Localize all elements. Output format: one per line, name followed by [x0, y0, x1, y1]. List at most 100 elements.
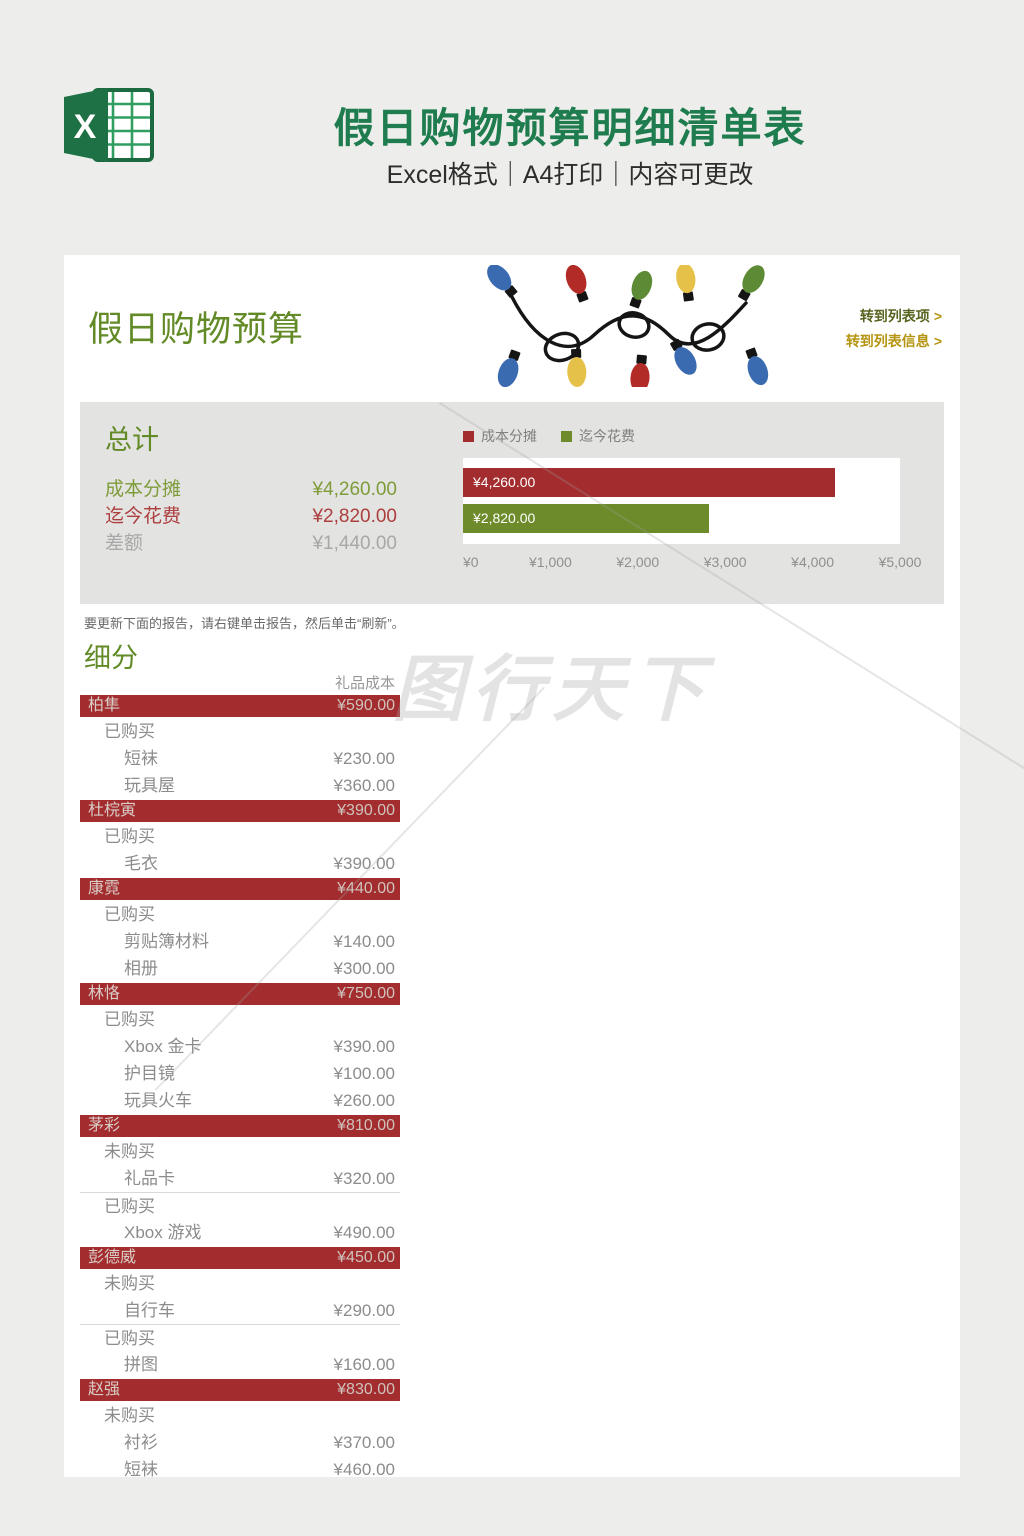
blue-bulb-icon: [497, 349, 521, 387]
legend-label: 成本分摊: [481, 428, 537, 444]
breakdown-heading: 细分: [84, 643, 138, 673]
header-links: 转到列表项 > 转到列表信息 >: [846, 304, 942, 354]
item-row[interactable]: 自行车 ¥290.00: [80, 1297, 400, 1324]
item-name: 衬衫: [124, 1433, 158, 1452]
person-name: 柏隼: [88, 697, 121, 714]
item-name: 玩具屋: [124, 776, 175, 795]
worksheet-title: 假日购物预算: [88, 310, 305, 349]
item-cost: ¥370.00: [333, 1433, 395, 1452]
status-row[interactable]: 已购买: [104, 1010, 155, 1029]
goto-list-info-label: 转到列表信息: [845, 333, 930, 349]
item-row[interactable]: 相册 ¥300.00: [80, 955, 400, 982]
item-name: 礼品卡: [124, 1169, 175, 1188]
person-row[interactable]: 柏隼 ¥590.00: [80, 695, 400, 717]
person-name: 赵强: [88, 1381, 121, 1398]
item-cost: ¥100.00: [333, 1064, 395, 1083]
person-total: ¥830.00: [337, 1381, 395, 1398]
item-row[interactable]: 护目镜 ¥100.00: [80, 1060, 400, 1087]
person-row[interactable]: 林恪 ¥750.00: [80, 983, 400, 1005]
stat-label: 差额: [105, 533, 144, 554]
item-cost: ¥490.00: [333, 1223, 395, 1242]
page-subtitle: Excel格式｜A4打印｜内容可更改: [386, 161, 754, 189]
red-bulb-icon: [565, 265, 589, 303]
status-row[interactable]: 已购买: [104, 827, 155, 846]
item-name: 拼图: [124, 1355, 158, 1374]
status-row[interactable]: 未购买: [104, 1274, 155, 1293]
person-name: 林恪: [88, 985, 121, 1002]
person-row[interactable]: 康霓 ¥440.00: [80, 878, 400, 900]
item-row[interactable]: 毛衣 ¥390.00: [80, 850, 400, 877]
legend-item: 成本分摊: [463, 428, 537, 444]
goto-list-info-link[interactable]: 转到列表信息 >: [846, 329, 942, 354]
item-row[interactable]: 玩具屋 ¥360.00: [80, 772, 400, 799]
blue-bulb-icon: [487, 265, 518, 298]
person-total: ¥440.00: [337, 880, 395, 897]
green-bulb-icon: [629, 270, 653, 309]
person-row[interactable]: 彭德威 ¥450.00: [80, 1247, 400, 1269]
legend-item: 迄今花费: [561, 428, 635, 444]
item-name: 相册: [124, 959, 158, 978]
goto-list-items-label: 转到列表项: [859, 308, 930, 324]
christmas-lights-illustration: [487, 265, 769, 387]
person-total: ¥450.00: [337, 1249, 395, 1266]
item-name: 短袜: [124, 749, 158, 768]
person-total: ¥390.00: [337, 802, 395, 819]
stat-row: 差额 ¥1,440.00: [105, 530, 397, 557]
axis-tick-label: ¥2,000: [616, 554, 660, 570]
stat-row: 成本分摊 ¥4,260.00: [105, 476, 397, 503]
person-row[interactable]: 赵强 ¥830.00: [80, 1379, 400, 1401]
item-cost: ¥300.00: [333, 959, 395, 978]
item-row[interactable]: Xbox 游戏 ¥490.00: [80, 1219, 400, 1246]
chevron-right-icon: >: [933, 308, 942, 324]
person-row[interactable]: 杜梡寅 ¥390.00: [80, 800, 400, 822]
status-row[interactable]: 已购买: [80, 1192, 400, 1219]
status-row[interactable]: 已购买: [104, 905, 155, 924]
legend-swatch: [561, 430, 572, 442]
stat-value: ¥4,260.00: [312, 479, 397, 500]
stat-value: ¥1,440.00: [312, 533, 397, 554]
item-name: 自行车: [124, 1301, 175, 1320]
summary-stats: 成本分摊 ¥4,260.00 迄今花费 ¥2,820.00 差额 ¥1,440.00: [105, 476, 397, 557]
bar-value-label: ¥4,260.00: [473, 474, 536, 490]
item-row[interactable]: 短袜 ¥230.00: [80, 745, 400, 772]
item-row[interactable]: 礼品卡 ¥320.00: [80, 1165, 400, 1192]
item-cost: ¥140.00: [333, 932, 395, 951]
stat-row: 迄今花费 ¥2,820.00: [105, 503, 397, 530]
chart-plot-area: ¥4,260.00 ¥2,820.00: [463, 458, 900, 544]
goto-list-items-link[interactable]: 转到列表项 >: [846, 304, 942, 329]
item-cost: ¥320.00: [333, 1169, 395, 1188]
item-row[interactable]: 剪贴簿材料 ¥140.00: [80, 928, 400, 955]
person-total: ¥750.00: [337, 985, 395, 1002]
bar-value-label: ¥2,820.00: [473, 510, 536, 526]
gift-cost-column-header: 礼品成本: [334, 675, 395, 692]
item-row[interactable]: 衬衫 ¥370.00: [80, 1429, 400, 1456]
status-row[interactable]: 未购买: [104, 1142, 155, 1161]
person-name: 杜梡寅: [88, 802, 137, 819]
breakdown-table: 柏隼 ¥590.00 已购买 短袜 ¥230.00 玩具屋 ¥360.00 杜梡寅 ¥390.0…: [80, 694, 400, 1477]
yellow-bulb-icon: [676, 265, 696, 302]
status-row[interactable]: 已购买: [80, 1324, 400, 1351]
item-name: 毛衣: [124, 854, 158, 873]
stat-value: ¥2,820.00: [312, 506, 397, 527]
item-cost: ¥390.00: [333, 854, 395, 873]
status-row[interactable]: 未购买: [104, 1406, 155, 1425]
item-row[interactable]: 拼图 ¥160.00: [80, 1351, 400, 1378]
status-row[interactable]: 已购买: [104, 722, 155, 741]
chart-bar: ¥2,820.00: [463, 504, 710, 533]
item-cost: ¥390.00: [333, 1037, 395, 1056]
item-row[interactable]: Xbox 金卡 ¥390.00: [80, 1033, 400, 1060]
excel-logo-icon: X: [64, 88, 154, 162]
person-total: ¥810.00: [337, 1117, 395, 1134]
person-total: ¥590.00: [337, 697, 395, 714]
item-name: 短袜: [124, 1460, 158, 1477]
item-cost: ¥360.00: [333, 776, 395, 795]
person-row[interactable]: 茅彩 ¥810.00: [80, 1115, 400, 1137]
person-name: 彭德威: [88, 1249, 137, 1266]
item-name: 护目镜: [124, 1064, 175, 1083]
legend-label: 迄今花费: [579, 428, 635, 444]
item-name: Xbox 游戏: [124, 1223, 202, 1242]
axis-tick-label: ¥3,000: [703, 554, 747, 570]
item-cost: ¥230.00: [333, 749, 395, 768]
item-row[interactable]: 短袜 ¥460.00: [80, 1456, 400, 1477]
item-row[interactable]: 玩具火车 ¥260.00: [80, 1087, 400, 1114]
